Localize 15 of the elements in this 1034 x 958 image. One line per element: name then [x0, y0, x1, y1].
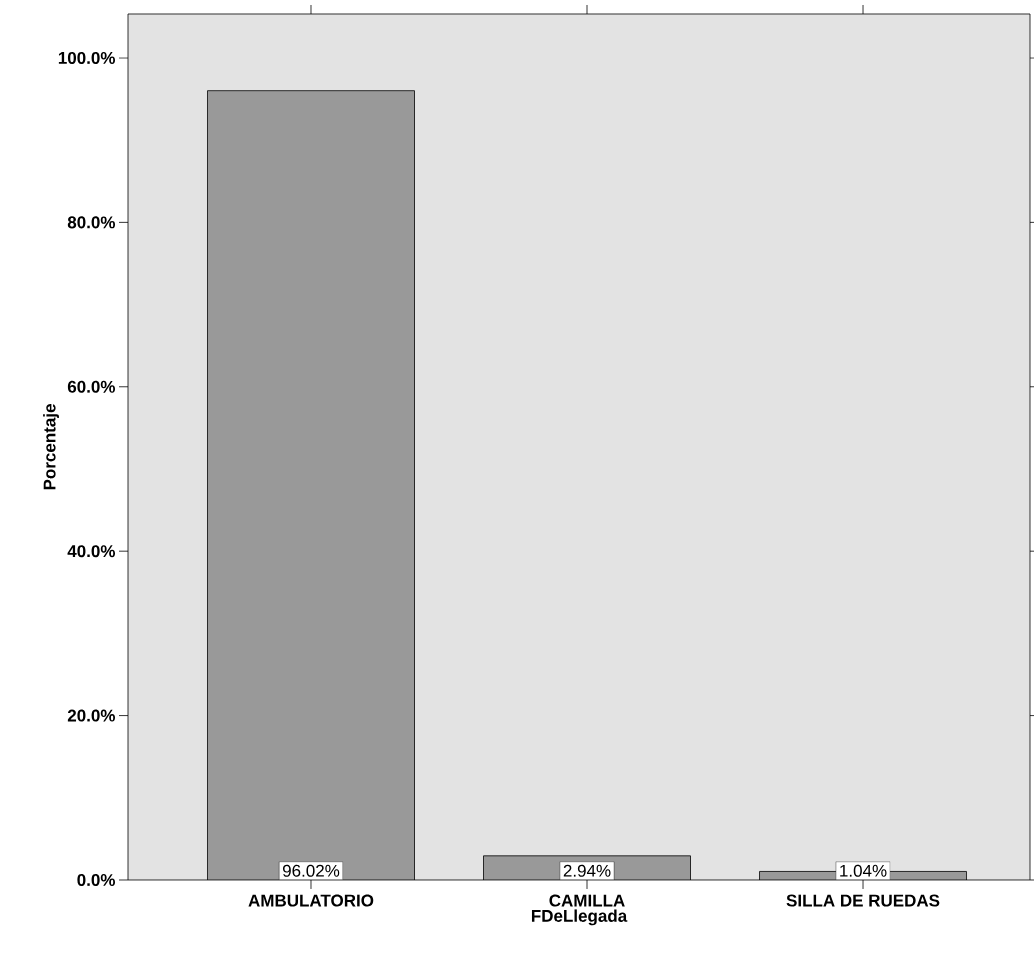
- x-tick-label: SILLA DE RUEDAS: [786, 894, 940, 907]
- y-tick-label: 60.0%: [67, 380, 116, 393]
- y-tick-label: 0.0%: [77, 873, 116, 887]
- y-tick-label: 80.0%: [67, 216, 116, 229]
- bar: [207, 90, 415, 880]
- data-label: 1.04%: [840, 864, 887, 877]
- x-tick-label: CAMILLA: [549, 894, 625, 907]
- y-tick-label: 20.0%: [67, 709, 116, 722]
- y-tick-label: 100.0%: [58, 51, 116, 64]
- x-tick-label: AMBULATORIO: [248, 894, 374, 907]
- data-label: 96.02%: [282, 864, 340, 877]
- y-tick-label: 40.0%: [67, 545, 116, 558]
- y-axis-title: Porcentaje: [43, 404, 59, 490]
- x-axis-title: FDeLlegada: [531, 909, 628, 926]
- data-label: 2.94%: [563, 864, 611, 877]
